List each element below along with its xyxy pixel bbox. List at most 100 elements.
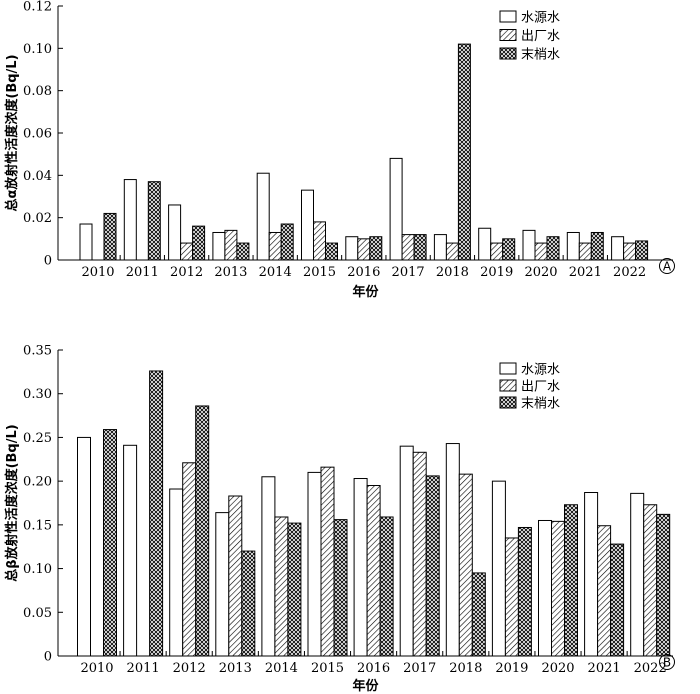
y-tick-label: 0: [44, 650, 52, 665]
panel-label: A: [663, 260, 672, 274]
y-tick-label: 0.04: [23, 169, 52, 184]
bar-source-water-2022: [611, 236, 625, 261]
x-tick-label: 2020: [541, 661, 574, 676]
bar-tap-water-2014: [280, 223, 294, 261]
bar-source-water-2011: [123, 444, 138, 657]
panel-label: B: [663, 656, 671, 670]
bar-treated-water-2016: [366, 485, 381, 657]
bar-treated-water-2022: [623, 242, 637, 261]
bar-treated-water-2021: [578, 242, 592, 261]
x-tick-label: 2010: [80, 661, 113, 676]
bar-tap-water-2017: [413, 234, 427, 261]
bar-source-water-2019: [491, 480, 506, 657]
x-tick-label: 2018: [449, 661, 482, 676]
bar-tap-water-2012: [195, 405, 210, 657]
bar-tap-water-2013: [241, 550, 256, 657]
bar-source-water-2022: [630, 492, 645, 657]
x-tick-label: 2020: [524, 265, 557, 280]
legend-label-tap-water: 末梢水: [521, 397, 560, 412]
bar-source-water-2020: [522, 229, 536, 261]
bar-source-water-2015: [301, 189, 314, 261]
bar-source-water-2014: [261, 476, 276, 657]
legend-swatch-tap-water: [499, 396, 517, 409]
x-tick-label: 2015: [311, 661, 344, 676]
bar-source-water-2016: [345, 236, 359, 261]
x-tick-label: 2021: [569, 265, 602, 280]
bar-source-water-2021: [566, 231, 580, 261]
y-axis-title: 总α放射性活度浓度(Bq/L): [4, 54, 20, 211]
bar-source-water-2020: [538, 519, 552, 657]
bar-tap-water-2010: [103, 212, 117, 261]
bar-tap-water-2010: [103, 429, 117, 657]
bar-source-water-2018: [433, 234, 447, 261]
bar-treated-water-2020: [534, 242, 548, 261]
bar-tap-water-2016: [379, 516, 394, 657]
x-tick-label: 2010: [81, 265, 114, 280]
bar-tap-water-2019: [517, 526, 532, 657]
bar-tap-water-2016: [369, 236, 383, 261]
y-tick-label: 0.30: [23, 387, 52, 402]
bar-tap-water-2022: [656, 513, 671, 657]
x-tick-label: 2019: [480, 265, 513, 280]
y-tick-label: 0.02: [23, 211, 52, 226]
bar-treated-water-2018: [445, 242, 459, 261]
bar-tap-water-2019: [502, 238, 516, 261]
x-axis-title: 年份: [352, 678, 379, 694]
bar-source-water-2012: [169, 488, 184, 657]
bar-treated-water-2013: [224, 229, 238, 261]
x-tick-label: 2021: [588, 661, 621, 676]
bar-source-water-2013: [215, 512, 230, 657]
legend-label-tap-water: 末梢水: [521, 48, 560, 63]
bar-treated-water-2019: [504, 537, 519, 657]
bar-treated-water-2014: [268, 231, 282, 261]
bar-tap-water-2015: [333, 519, 348, 657]
bar-source-water-2017: [389, 157, 403, 261]
chart-panel-a: 0 0.02 0.04 0.06 0.08 0.10 0.12 2010 2011 2012 201…: [4, 0, 675, 300]
y-tick-label: 0.08: [23, 84, 52, 99]
chart-panel-b: 0 0.05 0.10 0.15 0.20 0.25 0.30 0.35 2010 2011 201…: [4, 344, 675, 694]
x-tick-label: 2014: [259, 265, 292, 280]
legend-label-source-water: 水源水: [521, 11, 560, 26]
bar-tap-water-2018: [471, 572, 486, 657]
y-tick-label: 0.15: [23, 518, 52, 533]
bar-treated-water-2015: [313, 221, 326, 261]
legend-swatch-source-water: [499, 362, 517, 375]
y-tick-label: 0: [44, 254, 52, 269]
bar-tap-water-2021: [610, 543, 625, 657]
y-axis-title: 总β放射性活度浓度(Bq/L): [4, 424, 20, 581]
x-tick-label: 2017: [403, 661, 436, 676]
bar-source-water-2014: [256, 172, 270, 261]
y-tick-label: 0.10: [23, 562, 52, 577]
x-tick-label: 2014: [265, 661, 298, 676]
bar-source-water-2010: [77, 436, 91, 657]
bar-treated-water-2022: [643, 504, 658, 657]
y-tick-label: 0.12: [23, 0, 52, 15]
legend-label-treated-water: 出厂水: [521, 380, 560, 395]
bar-treated-water-2015: [320, 466, 335, 657]
x-tick-label: 2018: [436, 265, 469, 280]
x-axis-title: 年份: [352, 284, 379, 300]
bar-tap-water-2012: [192, 225, 206, 261]
x-tick-label: 2011: [127, 661, 160, 676]
bar-tap-water-2020: [546, 236, 560, 261]
legend-swatch-treated-water: [499, 29, 517, 41]
bar-source-water-2010: [79, 223, 93, 261]
x-tick-label: 2015: [303, 265, 336, 280]
legend-label-treated-water: 出厂水: [521, 29, 560, 44]
x-tick-label: 2013: [219, 661, 252, 676]
bar-treated-water-2012: [182, 462, 197, 657]
x-tick-label: 2016: [347, 265, 380, 280]
y-tick-label: 0.35: [23, 344, 52, 359]
bar-source-water-2021: [584, 492, 599, 657]
x-tick-label: 2012: [170, 265, 203, 280]
bar-tap-water-2022: [635, 240, 649, 261]
bar-source-water-2019: [478, 227, 492, 261]
legend-swatch-source-water: [499, 10, 517, 23]
bar-source-water-2015: [307, 471, 322, 657]
bar-treated-water-2016: [357, 238, 371, 261]
bar-source-water-2013: [212, 231, 226, 261]
bar-source-water-2012: [168, 204, 182, 261]
bar-tap-water-2015: [325, 242, 338, 261]
legend-label-source-water: 水源水: [521, 363, 560, 378]
legend-swatch-tap-water: [499, 47, 517, 60]
